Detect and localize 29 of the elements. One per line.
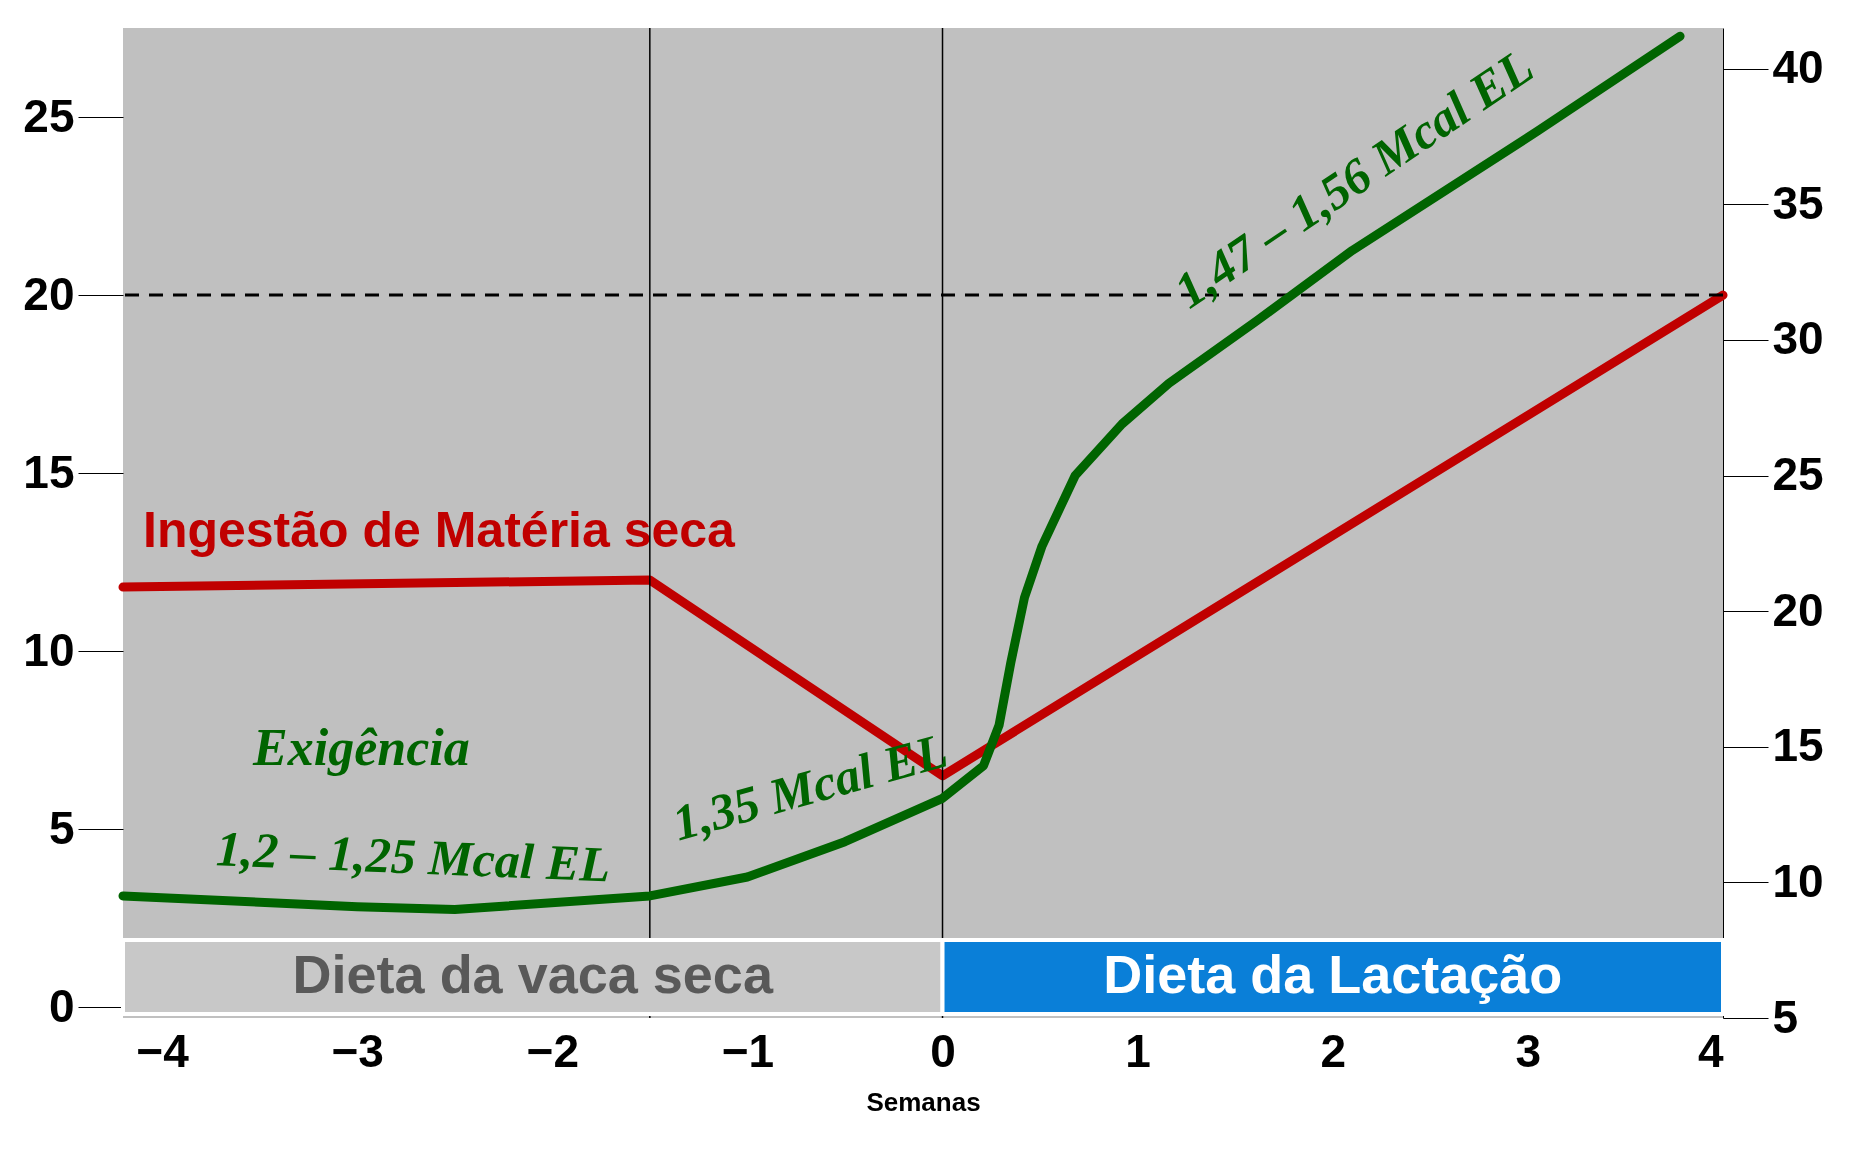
- x-tick-label: 2: [1320, 1024, 1347, 1077]
- y-tick-label: 10: [23, 623, 75, 676]
- y-tick-label: 0: [48, 979, 75, 1032]
- y2-tick-label: 35: [1772, 176, 1824, 229]
- y2-tick-label: 10: [1772, 854, 1824, 907]
- y2-tick-label: 20: [1772, 583, 1824, 636]
- band-label: Dieta da Lactação: [1103, 944, 1563, 1004]
- x-tick-label: 1: [1125, 1024, 1151, 1077]
- x-tick-label: −3: [331, 1024, 384, 1077]
- x-tick-label: 3: [1515, 1024, 1542, 1077]
- y2-tick-label: 25: [1772, 448, 1824, 501]
- y2-tick-label: 5: [1772, 990, 1799, 1043]
- y2-tick-label: 30: [1772, 312, 1824, 365]
- x-axis-title: Semanas: [866, 1086, 981, 1117]
- y-tick-label: 25: [23, 89, 75, 142]
- annotation: 1,2 – 1,25 Mcal EL: [214, 820, 612, 893]
- text: Exigência: [252, 718, 470, 776]
- y-tick-label: 5: [48, 801, 75, 854]
- y2-tick-label: 15: [1772, 719, 1824, 772]
- y-tick-label: 15: [23, 445, 75, 498]
- y-tick-label: 20: [23, 267, 75, 320]
- x-tick-label: −1: [721, 1024, 775, 1077]
- band-label: Dieta da vaca seca: [292, 944, 774, 1004]
- annotation: 1,35 Mcal EL: [666, 721, 954, 852]
- y2-tick-label: 40: [1772, 41, 1824, 94]
- x-tick-label: 4: [1697, 1024, 1724, 1077]
- x-tick-label: −2: [526, 1024, 579, 1077]
- x-tick-label: −4: [136, 1024, 190, 1077]
- x-tick-label: 0: [930, 1024, 956, 1077]
